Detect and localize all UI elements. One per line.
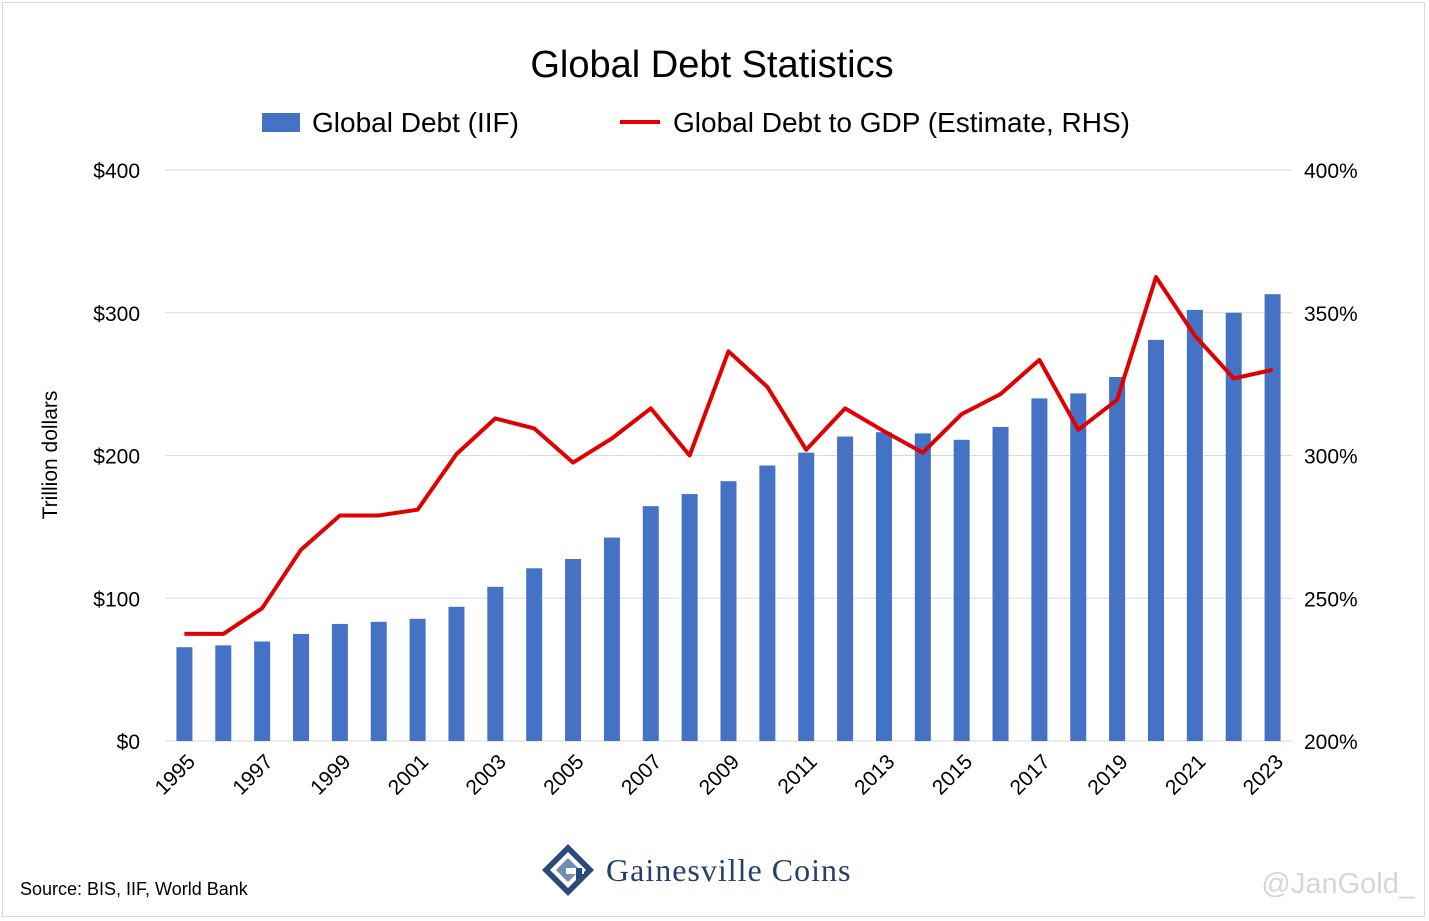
x-tick-label: 1995 [151,750,200,799]
bar-2017 [1031,398,1048,741]
x-tick-label: 2023 [1239,750,1288,799]
x-tick-label: 2009 [695,750,744,799]
bar-2012 [837,436,854,741]
x-tick-label: 2015 [928,750,977,799]
source-note: Source: BIS, IIF, World Bank [20,879,248,899]
bar-2019 [1109,376,1126,741]
legend-bar-swatch [262,113,300,132]
x-tick-label: 2021 [1161,750,1210,799]
legend-bar-label: Global Debt (IIF) [312,107,519,138]
bar-series [176,294,1281,741]
y2-tick-label: 250% [1304,588,1358,611]
bar-2010 [759,465,776,741]
legend: Global Debt (IIF) Global Debt to GDP (Es… [262,107,1130,138]
bar-2022 [1225,312,1242,741]
x-tick-label: 2017 [1006,750,1055,799]
bar-1998 [293,633,310,741]
bar-1999 [331,623,348,741]
bar-2015 [953,439,970,741]
x-tick-label: 2007 [617,750,666,799]
y-tick-label: $300 [93,303,140,326]
bar-2016 [992,426,1009,741]
y-tick-label: $200 [93,446,140,469]
y-tick-label: $100 [93,588,140,611]
author-handle: @JanGold_ [1261,868,1415,900]
bar-2000 [370,621,387,741]
bar-1997 [254,641,271,741]
x-tick-label: 2001 [384,750,433,799]
bar-2005 [565,558,582,741]
bar-2014 [914,433,931,741]
x-tick-label: 2011 [774,750,822,798]
bar-2023 [1264,294,1281,741]
y2-tick-label: 300% [1304,446,1358,469]
bar-2007 [642,506,659,741]
y2-tick-label: 200% [1304,731,1358,754]
bar-2013 [875,432,892,741]
bar-2001 [409,618,426,741]
gainesville-coins-logo: Gainesville Coins [540,842,851,898]
x-tick-label: 1999 [306,750,355,799]
bar-1996 [215,645,232,741]
bar-1995 [176,647,193,741]
bar-2021 [1186,309,1203,741]
y-tick-label: $400 [93,160,140,183]
y-axis-left: $0 $100 $200 $300 $400 [93,160,140,754]
y-tick-label: $0 [117,731,140,754]
bar-2008 [681,494,698,741]
y-axis-right: 200% 250% 300% 350% 400% [1304,160,1358,754]
x-tick-label: 2019 [1083,750,1132,799]
bar-2011 [798,452,815,741]
x-tick-label: 2003 [462,750,511,799]
bar-2009 [720,481,737,741]
bar-2002 [448,606,465,741]
x-axis: 1995 1997 1999 2001 2003 2005 2007 2009 2011 2013… [151,750,1288,799]
y2-tick-label: 350% [1304,303,1358,326]
bar-2003 [487,586,504,741]
x-tick-label: 2013 [850,750,899,799]
bar-2018 [1070,393,1087,741]
bar-2004 [526,568,543,741]
legend-line-label: Global Debt to GDP (Estimate, RHS) [673,107,1130,138]
logo-text: Gainesville Coins [606,851,852,888]
bar-2006 [603,537,620,741]
line-series [184,275,1274,636]
y2-tick-label: 400% [1304,160,1358,183]
chart-title: Global Debt Statistics [530,44,893,86]
bar-2020 [1147,339,1164,741]
y-axis-label: Trillion dollars [39,391,62,520]
x-tick-label: 2005 [539,750,588,799]
logo-emblem-icon [542,844,594,896]
x-tick-label: 1997 [228,750,277,799]
